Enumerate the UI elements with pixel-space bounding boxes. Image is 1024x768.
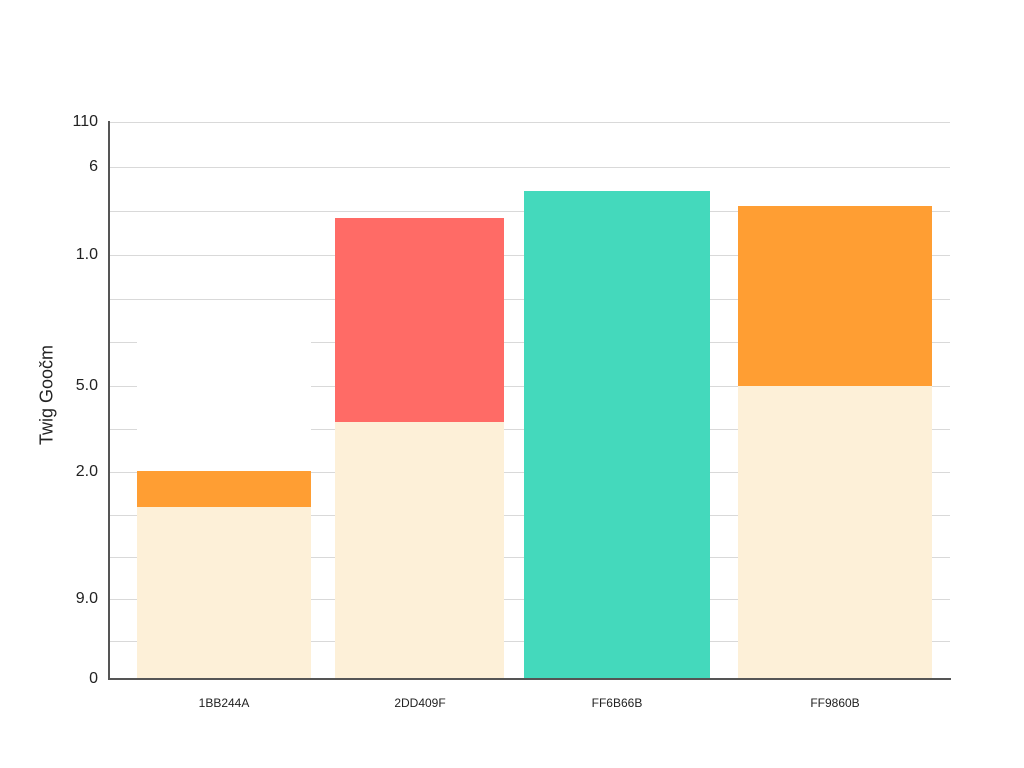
bar-segment (524, 191, 710, 679)
gridline (110, 122, 950, 123)
y-tick-label: 110 (72, 113, 98, 130)
y-tick-label: 1.0 (75, 246, 98, 263)
x-tick-label: FF9860B (810, 696, 860, 710)
x-axis-line (108, 678, 951, 680)
bar-segment (137, 471, 311, 507)
y-tick-label: 5.0 (75, 377, 98, 394)
y-axis-label: Twig Goočm (36, 344, 57, 446)
x-tick-label: 1BB244A (198, 696, 250, 710)
y-tick-label: 0 (89, 670, 98, 687)
y-tick-label: 9.0 (75, 590, 98, 607)
bar-segment (738, 386, 932, 679)
x-tick-label: FF6B66B (591, 696, 643, 710)
x-tick-label: 2DD409F (394, 696, 446, 710)
bar-segment (335, 422, 504, 679)
gridline (110, 167, 950, 168)
bar-segment (137, 340, 311, 471)
y-tick-label: 2.0 (75, 463, 98, 480)
bar-segment (335, 218, 504, 422)
bar-segment (738, 206, 932, 386)
bar-segment (137, 507, 311, 679)
y-axis-line (108, 121, 110, 680)
y-tick-label: 6 (89, 158, 98, 175)
